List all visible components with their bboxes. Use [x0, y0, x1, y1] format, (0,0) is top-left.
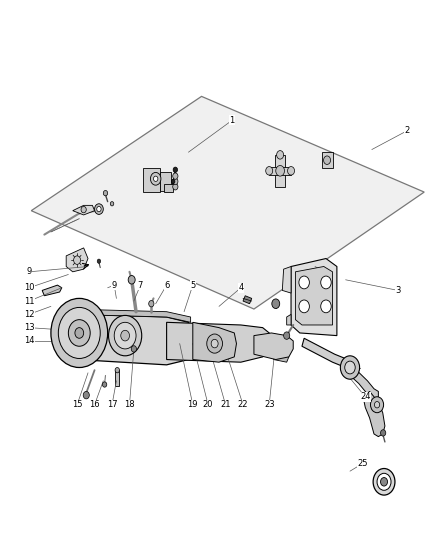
Circle shape: [81, 206, 86, 213]
Circle shape: [173, 183, 178, 190]
Circle shape: [288, 166, 294, 175]
Text: 15: 15: [72, 400, 82, 409]
Polygon shape: [254, 333, 293, 360]
Text: 2: 2: [404, 126, 410, 135]
Circle shape: [121, 330, 130, 341]
Text: 14: 14: [24, 336, 34, 345]
Polygon shape: [291, 259, 337, 336]
Polygon shape: [42, 285, 62, 296]
Polygon shape: [68, 309, 191, 322]
Text: 16: 16: [89, 400, 100, 409]
Circle shape: [102, 382, 107, 387]
Circle shape: [173, 173, 178, 179]
Polygon shape: [274, 349, 289, 362]
Polygon shape: [350, 370, 378, 399]
Circle shape: [272, 299, 280, 309]
Polygon shape: [295, 266, 332, 325]
Text: 5: 5: [190, 280, 195, 289]
Polygon shape: [64, 314, 191, 365]
Polygon shape: [31, 96, 424, 309]
Text: 7: 7: [138, 280, 143, 289]
Text: 3: 3: [396, 286, 401, 295]
Circle shape: [371, 397, 384, 413]
Polygon shape: [302, 338, 357, 368]
Circle shape: [321, 276, 331, 289]
Circle shape: [345, 361, 355, 374]
Polygon shape: [243, 296, 252, 304]
Circle shape: [131, 346, 137, 352]
Circle shape: [74, 256, 81, 264]
Text: 17: 17: [107, 400, 117, 409]
Circle shape: [211, 340, 218, 348]
Polygon shape: [66, 248, 88, 272]
Text: 9: 9: [112, 280, 117, 289]
Text: 6: 6: [164, 280, 170, 289]
Circle shape: [299, 300, 309, 313]
Text: 13: 13: [24, 323, 35, 332]
Circle shape: [173, 178, 178, 184]
Polygon shape: [193, 322, 237, 362]
Text: 8: 8: [112, 280, 117, 289]
Circle shape: [58, 308, 100, 359]
Circle shape: [128, 276, 135, 284]
Circle shape: [153, 176, 158, 181]
Polygon shape: [143, 168, 160, 192]
Circle shape: [75, 328, 84, 338]
Circle shape: [150, 172, 161, 185]
Circle shape: [381, 430, 386, 436]
Circle shape: [277, 151, 284, 159]
Polygon shape: [166, 322, 269, 362]
Circle shape: [173, 167, 177, 172]
Circle shape: [97, 206, 101, 212]
Text: 24: 24: [360, 392, 371, 401]
Circle shape: [115, 368, 120, 373]
Polygon shape: [164, 184, 173, 192]
Text: 19: 19: [187, 400, 198, 409]
Text: 4: 4: [238, 283, 244, 292]
Text: 22: 22: [238, 400, 248, 409]
Text: 12: 12: [24, 310, 34, 319]
Circle shape: [299, 276, 309, 289]
Circle shape: [51, 298, 108, 368]
Circle shape: [381, 478, 388, 486]
Text: 10: 10: [24, 283, 34, 292]
Text: 21: 21: [220, 400, 231, 409]
Circle shape: [377, 473, 391, 490]
Circle shape: [171, 179, 175, 183]
Circle shape: [110, 201, 114, 206]
Polygon shape: [160, 172, 171, 191]
Circle shape: [284, 332, 290, 340]
Text: 20: 20: [203, 400, 213, 409]
Circle shape: [68, 320, 90, 346]
Circle shape: [321, 300, 331, 313]
Text: 18: 18: [124, 400, 135, 409]
Text: 1: 1: [230, 116, 235, 125]
Polygon shape: [321, 152, 332, 168]
Circle shape: [276, 165, 285, 176]
Circle shape: [114, 322, 136, 349]
Polygon shape: [115, 370, 120, 386]
Circle shape: [207, 334, 223, 353]
Text: 23: 23: [264, 400, 275, 409]
Circle shape: [109, 316, 142, 356]
Polygon shape: [283, 266, 291, 293]
Circle shape: [83, 391, 89, 399]
Circle shape: [340, 356, 360, 379]
Circle shape: [374, 401, 380, 408]
Circle shape: [149, 301, 154, 307]
Polygon shape: [269, 166, 291, 175]
Circle shape: [324, 156, 331, 165]
Circle shape: [95, 204, 103, 214]
Polygon shape: [275, 155, 286, 187]
Circle shape: [103, 190, 108, 196]
Circle shape: [266, 166, 273, 175]
Circle shape: [97, 259, 101, 263]
Circle shape: [373, 469, 395, 495]
Polygon shape: [287, 314, 291, 325]
Polygon shape: [363, 391, 385, 437]
Text: 9: 9: [26, 268, 32, 276]
Text: 25: 25: [358, 459, 368, 467]
Text: 11: 11: [24, 296, 34, 305]
Polygon shape: [73, 205, 95, 215]
